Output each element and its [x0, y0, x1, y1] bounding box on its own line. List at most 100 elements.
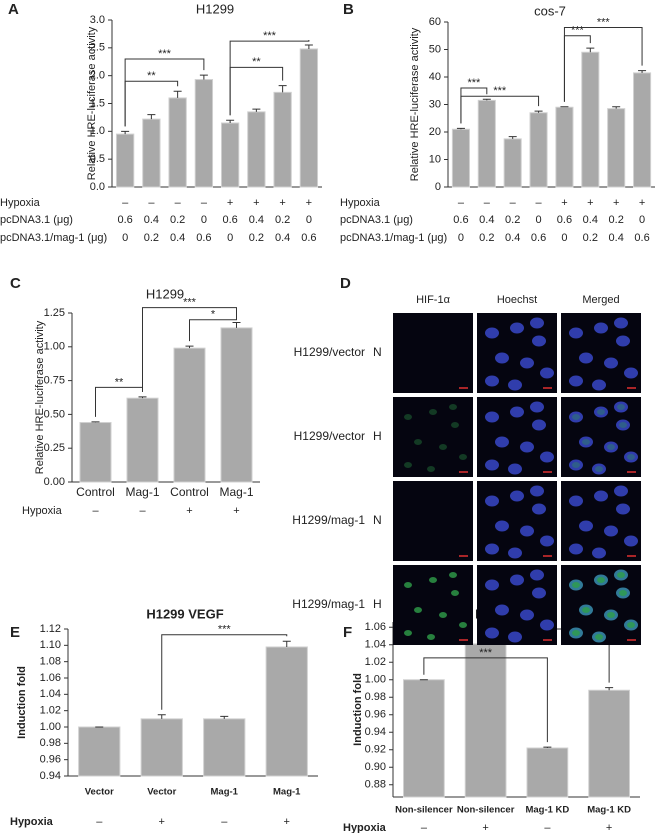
- error-bar: [252, 108, 261, 112]
- micrograph: [393, 481, 473, 561]
- bar: [555, 106, 574, 188]
- y-axis-label: Relative HRE-luciferase activity: [86, 26, 98, 180]
- row-cell: 0.6: [117, 214, 132, 226]
- panel-letter: B: [343, 1, 354, 18]
- row-cell: +: [279, 197, 285, 209]
- row-condition: H: [373, 429, 382, 443]
- nucleus: [530, 317, 544, 329]
- significance-bracket: [229, 40, 310, 116]
- y-tick-label: 3.0: [90, 14, 105, 26]
- y-tick-label: 0.0: [90, 181, 105, 193]
- row-cell: 0.6: [531, 232, 546, 244]
- x-tick-label: Vector: [147, 787, 176, 798]
- row-cell: 0.2: [505, 214, 520, 226]
- nucleus: [579, 436, 593, 448]
- hif-signal: [607, 612, 615, 618]
- row-cell: 0: [458, 232, 464, 244]
- row-cell: 0.4: [479, 214, 494, 226]
- nucleus: [614, 485, 628, 497]
- row-cell: 0: [561, 232, 567, 244]
- hif-signal: [572, 414, 580, 420]
- y-tick-label: 1.00: [40, 721, 61, 733]
- nucleus: [540, 451, 554, 463]
- hif-signal: [449, 404, 457, 410]
- row-cell: 0: [227, 232, 233, 244]
- row-cell: +: [233, 505, 239, 517]
- y-axis-label: Relative HRE-luciferase activity: [34, 320, 46, 474]
- nucleus: [530, 401, 544, 413]
- y-tick-label: 0.75: [44, 375, 65, 387]
- row-cell: 0.6: [453, 214, 468, 226]
- error-bar: [482, 98, 491, 101]
- nucleus: [569, 495, 583, 507]
- significance-label: ***: [493, 85, 507, 97]
- row-cell: 0: [306, 214, 312, 226]
- error-bar: [534, 110, 543, 113]
- row-label: pcDNA3.1 (μg): [0, 214, 73, 226]
- bar: [142, 118, 161, 188]
- error-bar: [638, 70, 647, 73]
- significance-bracket: [189, 317, 237, 342]
- y-axis-label: Relative HRE-luciferase activity: [409, 27, 421, 181]
- nucleus: [495, 520, 509, 532]
- row-cell: 0.4: [583, 214, 598, 226]
- nucleus: [520, 357, 534, 369]
- hif-signal: [582, 439, 590, 445]
- nucleus: [485, 627, 499, 639]
- row-cell: 0.4: [505, 232, 520, 244]
- row-cell: +: [159, 816, 165, 828]
- hif-signal: [617, 572, 625, 578]
- nucleus: [624, 367, 638, 379]
- y-axis-label: Induction fold: [352, 673, 364, 746]
- y-tick-label: 0.98: [365, 691, 386, 703]
- y-tick-label: 0.98: [40, 737, 61, 749]
- significance-label: **: [252, 56, 261, 68]
- row-condition: H: [373, 597, 382, 611]
- hif-signal: [427, 634, 435, 640]
- significance-label: ***: [183, 296, 197, 308]
- row-cell: 0.4: [249, 214, 264, 226]
- hif-signal: [451, 590, 459, 596]
- bar: [464, 643, 507, 798]
- bar: [247, 111, 266, 188]
- row-cell: 0: [536, 214, 542, 226]
- error-bar: [185, 345, 194, 349]
- row-label: H1299/vector: [294, 429, 365, 443]
- bar: [140, 718, 183, 777]
- error-bar: [173, 90, 182, 98]
- hif-signal: [429, 577, 437, 583]
- bar: [588, 689, 631, 798]
- nucleus: [592, 547, 606, 559]
- nucleus: [530, 569, 544, 581]
- bar: [126, 397, 159, 483]
- y-tick-label: 1.08: [40, 656, 61, 668]
- nucleus: [594, 490, 608, 502]
- significance-bracket: [460, 95, 540, 124]
- row-label: H1299/mag-1: [292, 597, 365, 611]
- y-axis-label: Induction fold: [16, 666, 28, 739]
- y-tick-label: 0.92: [365, 744, 386, 756]
- row-cell: 0.2: [249, 232, 264, 244]
- bar: [273, 91, 292, 188]
- nucleus: [485, 495, 499, 507]
- nucleus: [485, 411, 499, 423]
- error-bar: [147, 114, 156, 120]
- y-tick-label: 2.0: [90, 70, 105, 82]
- hif-signal: [595, 466, 603, 472]
- bar: [220, 122, 240, 188]
- y-tick-label: 0.5: [90, 153, 105, 165]
- nucleus: [532, 419, 546, 431]
- nucleus: [604, 357, 618, 369]
- x-tick-label: Mag-1: [219, 485, 253, 499]
- significance-label: ***: [158, 48, 172, 60]
- error-bar: [138, 396, 147, 399]
- x-tick-label: Mag-1: [125, 485, 159, 499]
- nucleus: [485, 459, 499, 471]
- error-bar: [232, 321, 241, 328]
- micrograph: [393, 313, 473, 393]
- y-tick-label: 0.94: [40, 770, 61, 782]
- hif-signal: [627, 454, 635, 460]
- row-cell: 0: [639, 214, 645, 226]
- nucleus: [540, 367, 554, 379]
- hif-signal: [627, 622, 635, 628]
